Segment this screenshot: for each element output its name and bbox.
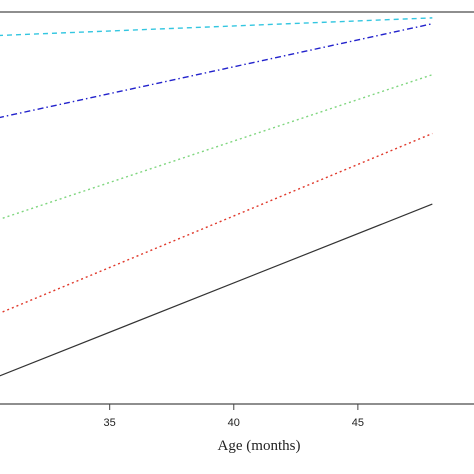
x-tick-label: 45 [352,417,364,429]
series-line-5 [0,17,433,37]
series-layer [0,17,433,377]
x-axis-label: Age (months) [218,438,301,454]
series-line-1 [0,203,433,377]
x-axis: 35 40 45 [104,404,364,429]
series-line-4 [0,23,433,119]
series-line-3 [0,74,433,220]
x-tick-label: 40 [228,417,240,429]
plot-frame [0,11,474,405]
series-line-2 [0,132,433,314]
x-tick-label: 35 [104,417,116,429]
